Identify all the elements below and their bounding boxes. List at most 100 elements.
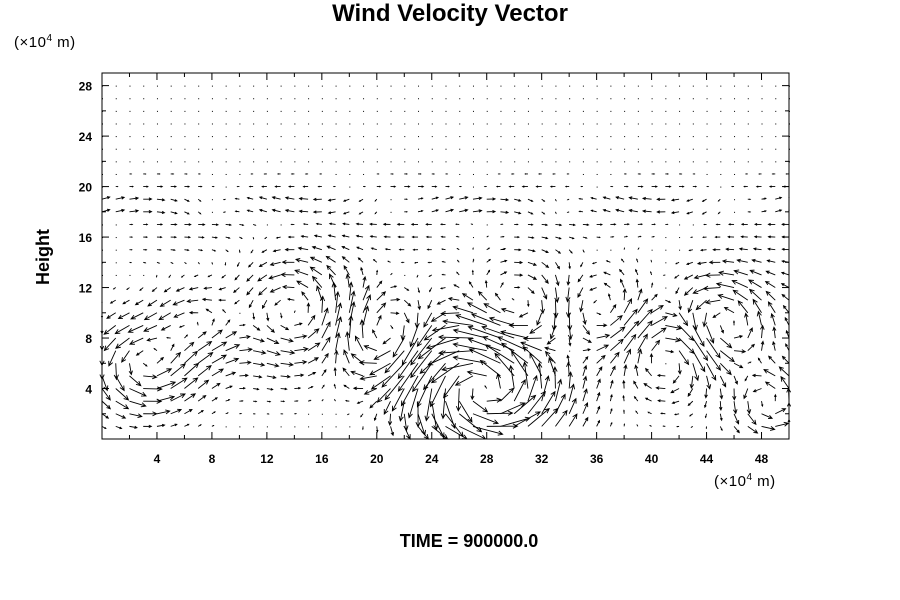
vector-arrow [500,223,504,226]
vector-dot [431,136,433,138]
vector-arrow [426,248,432,251]
vector-arrow [381,362,405,388]
vector-dot [610,98,612,100]
vector-arrow [440,310,460,317]
vector-arrow [693,274,707,280]
vector-arrow [335,316,343,339]
vector-arrow [566,354,570,364]
vector-arrow [767,235,776,239]
vector-arrow [541,261,550,269]
vector-dot [266,85,268,87]
vector-arrow [321,321,331,339]
vector-arrow [753,222,762,226]
vector-arrow [184,249,190,252]
vector-arrow [445,185,450,188]
vector-arrow [280,337,294,343]
vector-arrow [416,375,433,408]
vector-arrow [431,209,440,213]
vector-arrow [672,375,680,384]
vector-dot [555,161,557,163]
vector-dot [637,98,639,100]
vector-arrow [369,400,378,409]
vector-arrow [280,272,295,278]
vector-dot [390,110,392,112]
vector-arrow [522,335,542,342]
vector-arrow [282,284,295,290]
vector-arrow [266,387,274,391]
x-unit-prefix: (×10 [714,473,747,490]
vector-dot [775,85,777,87]
vector-arrow [436,299,446,305]
vector-dot [294,148,296,150]
vector-arrow [683,287,694,296]
vector-arrow [275,236,281,239]
vector-arrow [529,325,542,334]
vector-dot [761,110,763,112]
vector-dot [596,123,598,125]
vector-arrow [637,235,642,238]
vector-arrow [126,287,130,291]
vector-arrow [484,279,488,288]
vector-arrow [239,323,246,327]
vector-arrow [294,373,305,378]
vector-dot [692,123,694,125]
vector-arrow [348,281,354,301]
vector-dot [431,148,433,150]
vector-arrow [321,352,329,364]
vector-arrow [610,303,617,314]
vector-dot [184,136,186,138]
vector-dot [294,426,296,428]
vector-arrow [250,249,254,254]
vector-arrow [665,173,670,175]
vector-arrow [178,324,185,328]
vector-arrow [427,261,432,264]
vector-dot [335,123,337,125]
vector-arrow [458,413,483,433]
vector-arrow [307,386,314,389]
vector-arrow [441,260,446,263]
vector-arrow [103,337,117,352]
vector-dot [665,262,667,264]
vector-arrow [683,274,694,280]
vector-arrow [761,197,767,200]
vector-arrow [269,287,281,293]
vector-arrow [555,223,563,227]
vector-arrow [294,334,308,339]
vector-dot [582,98,584,100]
vector-arrow [143,261,147,264]
vector-arrow [589,274,597,278]
vector-dot [486,98,488,100]
vector-dot [198,98,200,100]
vector-arrow [733,375,738,385]
vector-arrow [180,274,185,278]
vector-arrow [637,348,643,364]
vector-dot [308,98,310,100]
vector-arrow [670,388,680,394]
vector-arrow [651,235,655,238]
vector-arrow [298,209,309,214]
vector-arrow [355,222,364,226]
vector-dot [706,85,708,87]
vector-arrow [486,269,491,276]
vector-arrow [527,211,534,215]
vector-arrow [341,256,350,263]
vector-arrow [170,235,178,239]
vector-arrow [134,299,144,306]
vector-dot [747,148,749,150]
vector-arrow [467,337,501,352]
vector-arrow [732,401,738,415]
vector-arrow [441,273,446,276]
y-tick-label: 20 [79,181,93,195]
vector-arrow [622,379,626,389]
vector-arrow [736,258,748,263]
vector-arrow [313,234,322,238]
vector-arrow [748,288,762,301]
vector-arrow [510,173,515,175]
vector-arrow [486,209,497,214]
vector-arrow [211,185,215,188]
vector-arrow [369,222,377,226]
vector-arrow [439,223,446,226]
vector-arrow [500,330,529,339]
vector-arrow [129,425,138,429]
vector-dot [239,123,241,125]
